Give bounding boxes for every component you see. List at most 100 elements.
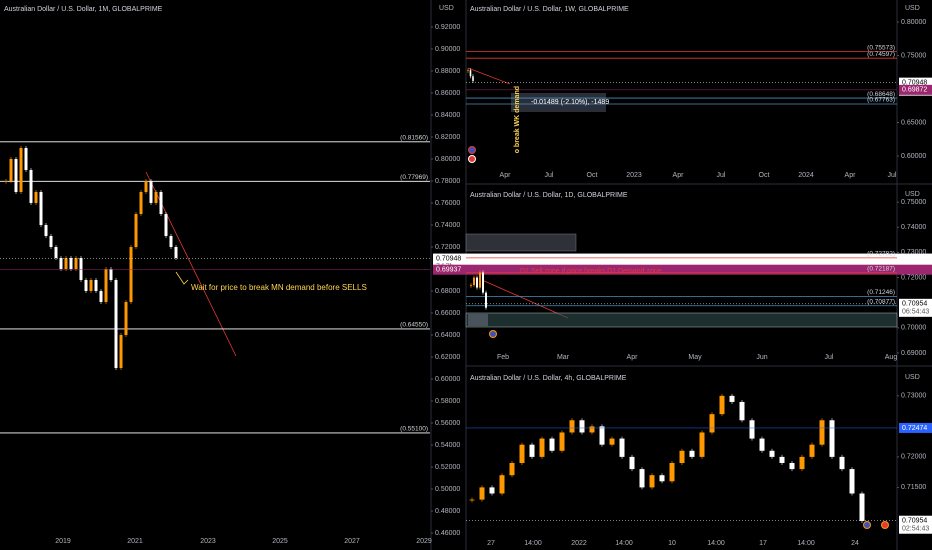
level-label: (0.72782) xyxy=(867,251,895,258)
candle xyxy=(669,462,675,482)
y-tick-label: 0.86000 xyxy=(435,90,460,97)
candle xyxy=(469,70,472,77)
x-tick-label: Jul xyxy=(545,172,554,179)
candle xyxy=(729,395,735,402)
candle xyxy=(64,257,68,269)
x-tick-label: 14:00 xyxy=(707,540,725,547)
x-tick-label: Feb xyxy=(497,354,509,361)
candle xyxy=(559,432,565,451)
candle xyxy=(114,280,118,369)
annotation: o break WK demand xyxy=(514,86,521,153)
trend-line xyxy=(481,279,569,319)
price-label: 0.69937 xyxy=(436,267,461,274)
y-tick-label: 0.54000 xyxy=(435,442,460,449)
candle xyxy=(84,280,88,292)
candle xyxy=(479,487,485,500)
candle xyxy=(759,438,765,451)
y-tick-label: 0.82000 xyxy=(435,134,460,141)
x-tick-label: 2024 xyxy=(798,172,814,179)
y-tick-label: 0.76000 xyxy=(435,200,460,207)
price-label-bg xyxy=(899,422,932,433)
annotation: -0.01489 (-2.10%), -1489 xyxy=(531,99,609,106)
candle xyxy=(529,444,535,457)
candle xyxy=(9,158,13,181)
candle xyxy=(104,269,108,303)
candle xyxy=(473,277,475,286)
candle xyxy=(467,70,469,72)
level-label: (0.70877) xyxy=(867,298,895,305)
x-tick-label: Jul xyxy=(825,354,834,361)
y-tick-label: 0.52000 xyxy=(435,464,460,471)
candle xyxy=(169,235,173,247)
candle xyxy=(549,438,555,451)
x-tick-label: 2027 xyxy=(344,538,360,545)
candle xyxy=(14,158,18,192)
y-tick-label: 0.62000 xyxy=(435,354,460,361)
level-label: (0.71246) xyxy=(867,289,895,296)
candle xyxy=(74,257,78,269)
x-tick-label: 2025 xyxy=(272,538,288,545)
x-tick-label: 2023 xyxy=(200,538,216,545)
y-tick-label: 0.88000 xyxy=(435,68,460,75)
y-tick-label: 0.46000 xyxy=(435,530,460,537)
candle xyxy=(89,280,93,292)
x-tick-label: 27 xyxy=(487,540,495,547)
candle xyxy=(99,291,103,303)
candle xyxy=(659,475,665,482)
candle xyxy=(589,426,595,433)
y-tick-label: 0.65000 xyxy=(901,119,926,126)
y-tick-label: 0.72000 xyxy=(435,244,460,251)
candle xyxy=(154,191,158,203)
candle xyxy=(819,420,825,445)
candle xyxy=(499,475,505,494)
event-icon xyxy=(863,521,871,529)
candle xyxy=(829,420,835,457)
candle xyxy=(799,456,805,470)
x-tick-label: Jul xyxy=(717,172,726,179)
candle xyxy=(609,438,615,445)
candle xyxy=(44,224,48,236)
level-label: (0.72187) xyxy=(867,266,895,273)
level-label: (0.81560) xyxy=(400,135,428,142)
y-tick-label: 0.58000 xyxy=(435,398,460,405)
y-tick-label: 0.92000 xyxy=(435,24,460,31)
candle xyxy=(124,302,128,336)
candle xyxy=(709,414,715,433)
candle xyxy=(539,438,545,457)
candle xyxy=(139,191,143,214)
price-label: 0.70948 xyxy=(902,79,927,86)
price-label: 0.72474 xyxy=(902,425,927,432)
x-tick-label: Jul xyxy=(888,172,897,179)
x-tick-label: Apr xyxy=(845,172,857,179)
chart-title: Australian Dollar / U.S. Dollar, 1M, GLO… xyxy=(4,6,163,13)
y-tick-label: 0.75000 xyxy=(901,199,926,206)
candle xyxy=(49,235,53,247)
chart-title: Australian Dollar / U.S. Dollar, 4h, GLO… xyxy=(470,375,627,382)
y-tick-label: 0.64000 xyxy=(435,332,460,339)
x-tick-label: Aug xyxy=(885,354,898,361)
candle xyxy=(19,147,23,192)
candle xyxy=(109,269,113,281)
candle xyxy=(649,475,655,488)
x-tick-label: Apr xyxy=(500,172,512,179)
candle xyxy=(164,213,168,236)
x-tick-label: 2022 xyxy=(571,540,587,547)
candle xyxy=(739,401,745,421)
price-countdown: 02:54:43 xyxy=(902,526,929,533)
y-tick-label: 0.84000 xyxy=(435,112,460,119)
chart-title: Australian Dollar / U.S. Dollar, 1D, GLO… xyxy=(470,192,628,199)
x-tick-label: Jun xyxy=(756,354,767,361)
price-label-bg xyxy=(899,84,932,95)
y-tick-label: 0.80000 xyxy=(901,19,926,26)
candle xyxy=(159,191,163,214)
x-tick-label: May xyxy=(688,354,702,361)
y-tick-label: 0.50000 xyxy=(435,486,460,493)
annotation: Wait for price to break MN demand before… xyxy=(191,283,367,292)
candle xyxy=(789,462,795,470)
candle xyxy=(839,456,845,470)
candle xyxy=(599,426,605,445)
y-tick-label: 0.72000 xyxy=(901,274,926,281)
y-tick-label: 0.74000 xyxy=(435,222,460,229)
candle xyxy=(59,257,63,269)
candle xyxy=(629,456,635,470)
